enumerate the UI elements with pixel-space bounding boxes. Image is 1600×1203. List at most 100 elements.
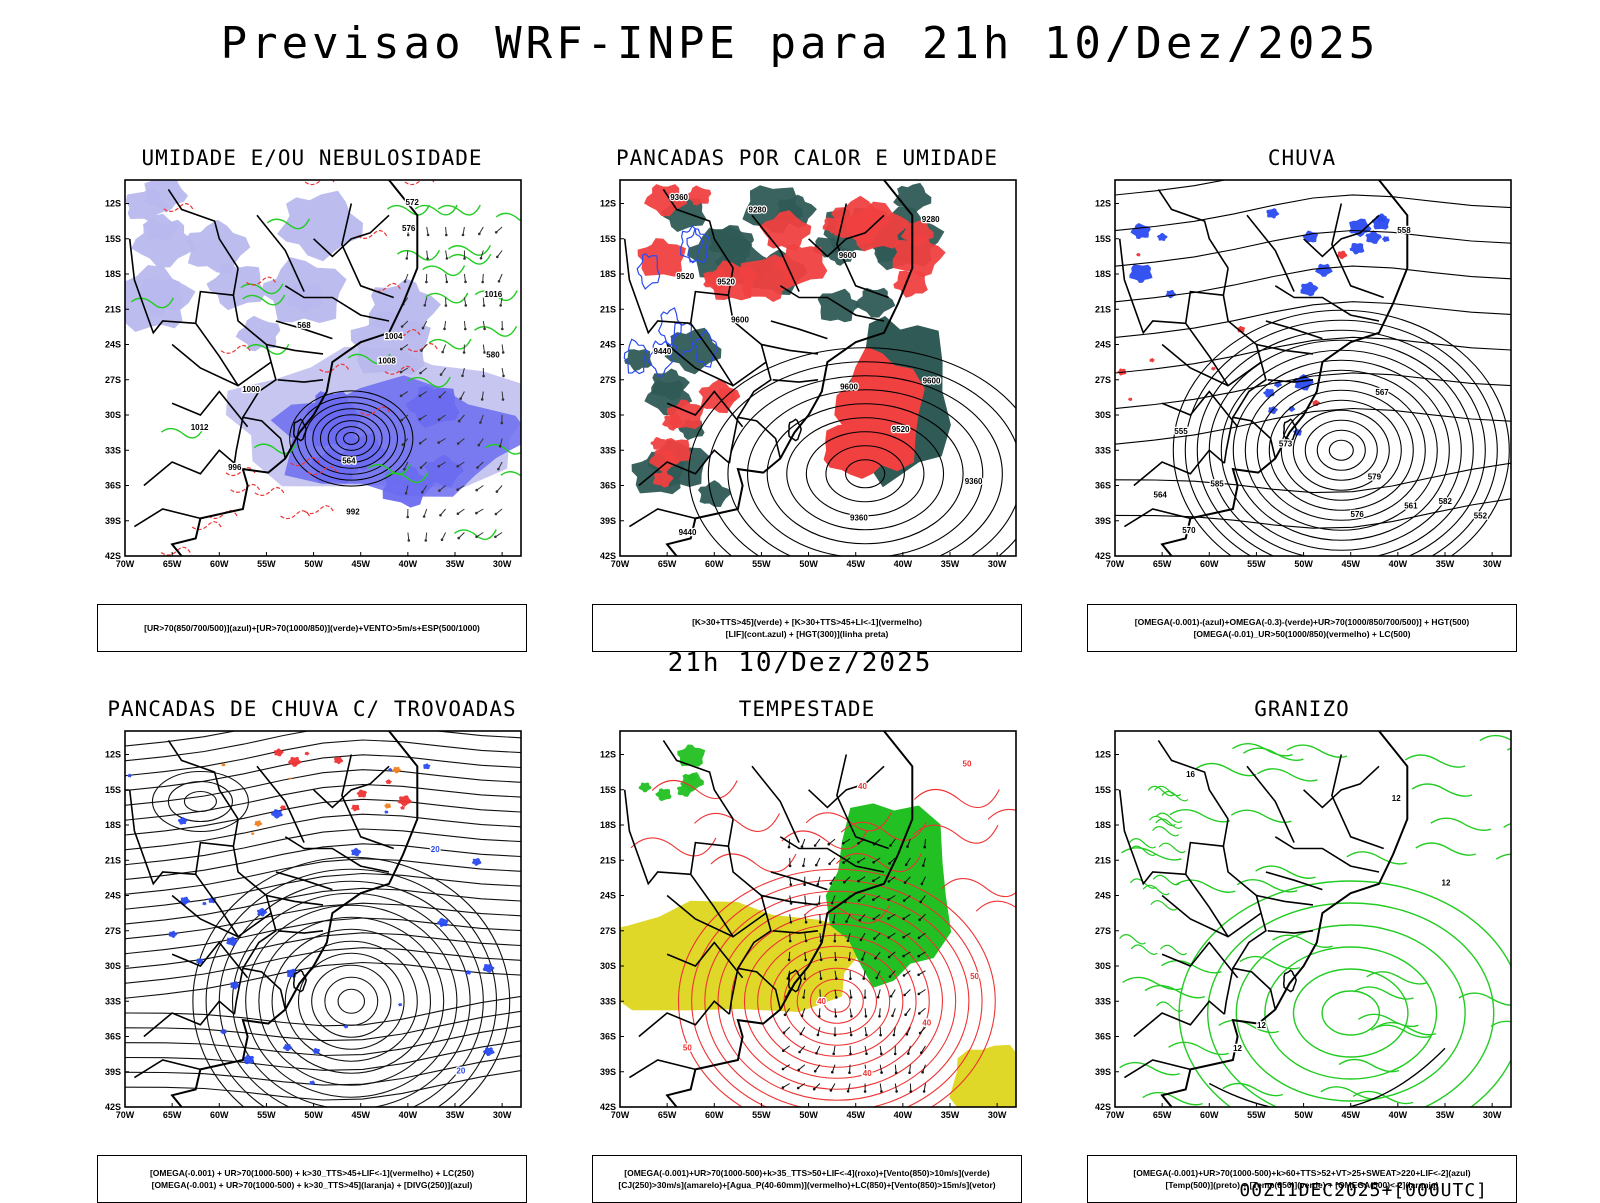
wind-vector-head	[463, 257, 466, 260]
wind-vector-head	[830, 882, 833, 885]
contour-label: 9440	[679, 528, 697, 537]
contour-line	[1257, 380, 1425, 520]
contour-line	[1153, 827, 1179, 836]
shaded-area	[385, 779, 391, 784]
contour-label: 568	[297, 321, 311, 330]
wind-vector-head	[462, 234, 465, 237]
lat-tick-label: 36S	[105, 1032, 121, 1042]
wind-vector-head	[815, 1052, 818, 1055]
lat-tick-label: 33S	[105, 996, 121, 1006]
lat-tick-label: 18S	[1095, 820, 1111, 830]
wind-vector-head	[813, 1088, 816, 1091]
wind-vector-head	[895, 1090, 898, 1093]
contour-line	[449, 254, 491, 264]
lat-tick-label: 27S	[600, 375, 616, 385]
shaded-area	[254, 820, 262, 827]
wind-vector-head	[834, 959, 837, 962]
wind-vector-head	[403, 468, 406, 471]
shaded-area	[398, 795, 412, 806]
contour-label: 9360	[670, 193, 688, 202]
wind-vector-head	[804, 977, 807, 980]
lon-tick-label: 70W	[1106, 1110, 1125, 1120]
legend-line: [OMEGA(-0.001)-(azul)+OMEGA(-0.3)-(verde…	[1088, 616, 1516, 628]
lon-tick-label: 45W	[351, 1110, 370, 1120]
shaded-area	[257, 908, 268, 917]
wind-vector-head	[831, 1071, 834, 1074]
wind-vector-head	[918, 993, 921, 996]
lat-tick-label: 21S	[1095, 855, 1111, 865]
contour-line	[711, 854, 796, 872]
wind-vector-head	[400, 348, 403, 351]
shaded-area	[1128, 398, 1132, 401]
contour-line	[312, 965, 391, 1037]
wind-vector-head	[849, 1053, 852, 1056]
contour-label: 561	[1404, 502, 1418, 511]
legend-line: [UR>70(850/700/500)](azul)+[UR>70(1000/8…	[98, 622, 526, 634]
state-border	[761, 345, 818, 354]
contour-line	[325, 977, 378, 1025]
lon-tick-label: 50W	[799, 1110, 818, 1120]
contour-label: 564	[1154, 491, 1168, 500]
contour-line	[1179, 881, 1517, 1145]
contour-line	[1491, 1021, 1517, 1033]
lat-tick-label: 27S	[105, 375, 121, 385]
lat-tick-label: 18S	[600, 820, 616, 830]
wind-vector-head	[406, 516, 409, 519]
shaded-area	[655, 788, 671, 801]
lon-tick-label: 55W	[257, 559, 276, 569]
contour-label: 552	[1474, 512, 1488, 521]
shaded-area	[472, 858, 482, 866]
lagoon-outline	[1284, 970, 1297, 991]
lat-tick-label: 24S	[105, 340, 121, 350]
lon-tick-label: 70W	[611, 559, 630, 569]
contour-label: 555	[1174, 427, 1188, 436]
lon-tick-label: 70W	[116, 1110, 135, 1120]
wind-vector-head	[872, 861, 875, 864]
lon-tick-label: 70W	[116, 559, 135, 569]
wind-vector-head	[923, 846, 926, 849]
panel-legend: [K>30+TTS>45](verde) + [K>30+TTS>45+LI<-…	[592, 604, 1022, 652]
wind-vector-head	[875, 977, 878, 980]
wind-vector-head	[923, 1090, 926, 1093]
wind-vector-head	[894, 1053, 897, 1056]
wind-vector-head	[421, 491, 424, 494]
state-border	[1304, 766, 1379, 807]
contour-label: 12	[1233, 1044, 1242, 1053]
shaded-area	[1350, 243, 1365, 255]
map-pancadas-calor: 9600952096009520944093609280960093609440…	[592, 174, 1022, 594]
lon-tick-label: 45W	[1341, 559, 1360, 569]
wind-vector-head	[457, 442, 460, 445]
lat-tick-label: 12S	[105, 750, 121, 760]
lon-tick-label: 60W	[210, 559, 229, 569]
wind-vector-head	[820, 959, 823, 962]
wind-vector-head	[789, 865, 792, 868]
wind-vector-head	[832, 921, 835, 924]
shaded-area	[312, 1048, 320, 1054]
wind-vector-head	[903, 899, 906, 902]
lat-tick-label: 15S	[600, 785, 616, 795]
wind-vector-head	[406, 257, 409, 260]
shaded-area	[305, 752, 310, 756]
streamline	[1115, 174, 1511, 195]
shaded-area	[1301, 282, 1319, 297]
contour-label: 573	[1279, 439, 1293, 448]
contour-label: 12	[1392, 794, 1401, 803]
lat-tick-label: 18S	[600, 269, 616, 279]
contour-line	[1159, 843, 1185, 852]
contour-label: 9600	[840, 383, 858, 392]
lat-tick-label: 36S	[1095, 481, 1111, 491]
contour-line	[1507, 745, 1517, 757]
contour-label: 40	[922, 1019, 931, 1028]
lon-tick-label: 50W	[304, 559, 323, 569]
contour-line	[1197, 330, 1485, 570]
wind-vector-head	[888, 880, 891, 883]
state-border	[168, 740, 238, 819]
state-border	[1162, 896, 1228, 937]
wind-vector-head	[918, 919, 921, 922]
wind-vector-head	[893, 1034, 896, 1037]
wind-vector-head	[835, 977, 838, 980]
lat-tick-label: 30S	[105, 961, 121, 971]
wind-vector-head	[797, 1087, 800, 1090]
wind-vector-head	[874, 957, 877, 960]
lon-tick-label: 50W	[304, 1110, 323, 1120]
